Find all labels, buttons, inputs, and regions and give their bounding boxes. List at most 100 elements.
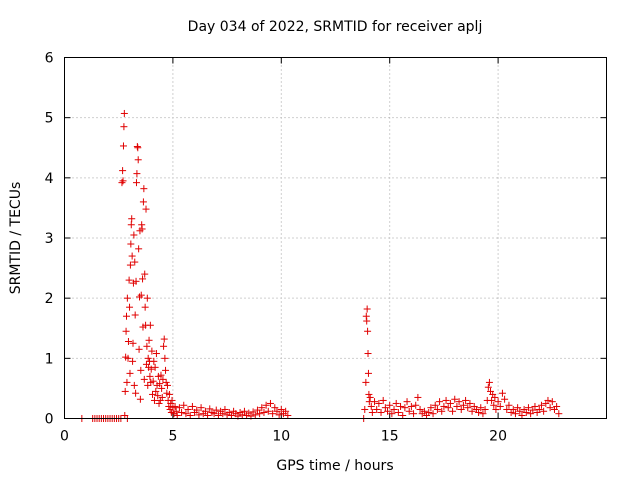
data-point — [527, 410, 535, 418]
data-point — [141, 303, 149, 311]
data-point — [390, 405, 398, 413]
data-point — [433, 405, 441, 413]
data-point — [123, 312, 131, 320]
data-point — [167, 399, 175, 407]
data-point — [363, 305, 371, 313]
data-point — [368, 408, 376, 416]
data-point — [127, 240, 135, 248]
data-point — [275, 411, 283, 419]
data-point — [466, 399, 474, 407]
data-point — [442, 396, 450, 404]
x-tick-label: 0 — [60, 429, 69, 445]
data-point — [124, 337, 132, 345]
data-point — [136, 395, 144, 403]
data-point — [158, 384, 166, 392]
x-tick-label: 15 — [381, 429, 399, 445]
data-point — [516, 407, 524, 415]
data-point — [511, 410, 519, 418]
data-point — [201, 407, 209, 415]
data-point — [129, 357, 137, 365]
data-point — [175, 404, 183, 412]
data-point — [143, 342, 151, 350]
x-tick-label: 5 — [168, 429, 177, 445]
data-point — [149, 390, 157, 398]
data-point — [540, 407, 548, 415]
data-point — [444, 404, 452, 412]
data-point — [277, 405, 285, 413]
data-point — [364, 350, 372, 358]
data-point — [410, 410, 418, 418]
data-point — [134, 144, 142, 152]
data-point — [137, 366, 145, 374]
data-point — [455, 398, 463, 406]
data-point — [375, 399, 383, 407]
y-tick-label: 1 — [45, 351, 54, 367]
data-point — [186, 411, 194, 419]
y-tick-label: 4 — [45, 171, 54, 187]
data-point — [397, 402, 405, 410]
x-tick-label: 20 — [489, 429, 507, 445]
data-point — [269, 410, 277, 418]
data-point — [264, 407, 272, 415]
data-point — [548, 398, 556, 406]
data-point — [446, 399, 454, 407]
data-point — [427, 404, 435, 412]
data-point — [438, 407, 446, 415]
data-point — [149, 377, 157, 385]
data-point — [160, 335, 168, 343]
data-point — [206, 405, 214, 413]
data-point — [134, 156, 142, 164]
data-point — [464, 404, 472, 412]
data-point — [168, 396, 176, 404]
y-tick-label: 0 — [45, 412, 54, 428]
data-point — [429, 410, 437, 418]
data-point — [152, 350, 160, 358]
data-point — [425, 408, 433, 416]
data-point — [146, 321, 154, 329]
data-point — [119, 167, 127, 175]
data-point — [485, 378, 493, 386]
data-point — [147, 365, 155, 373]
data-point — [123, 294, 131, 302]
data-point — [144, 354, 152, 362]
data-point — [394, 408, 402, 416]
tick-labels: 0 5 10 15 20 0 1 2 3 4 5 6 — [45, 51, 507, 445]
data-point — [184, 405, 192, 413]
data-point — [143, 294, 151, 302]
data-point — [150, 357, 158, 365]
data-point — [152, 387, 160, 395]
data-point — [172, 407, 180, 415]
data-point — [371, 398, 379, 406]
data-point — [262, 401, 270, 409]
data-point — [139, 198, 147, 206]
data-point — [130, 231, 138, 239]
data-point — [490, 401, 498, 409]
data-point — [118, 179, 126, 187]
data-point — [405, 407, 413, 415]
y-axis-label: SRMTID / TECUs — [8, 182, 24, 295]
data-point — [449, 407, 457, 415]
data-point — [364, 369, 372, 377]
data-point — [518, 411, 526, 419]
data-point — [126, 303, 134, 311]
data-point — [131, 258, 139, 266]
data-point — [160, 342, 168, 350]
data-point — [130, 381, 138, 389]
data-point — [128, 252, 136, 260]
data-point — [481, 405, 489, 413]
data-point — [212, 406, 220, 414]
data-point — [162, 378, 170, 386]
x-axis-label: GPS time / hours — [276, 458, 393, 474]
data-point — [173, 411, 181, 419]
data-point — [503, 405, 511, 413]
y-tick-label: 5 — [45, 111, 54, 127]
data-point — [140, 375, 148, 383]
data-point — [163, 381, 171, 389]
data-point — [161, 354, 169, 362]
data-point — [119, 177, 127, 185]
data-point — [126, 369, 134, 377]
data-point — [453, 402, 461, 410]
data-point — [491, 393, 499, 401]
data-point — [119, 142, 127, 150]
data-point — [440, 402, 448, 410]
